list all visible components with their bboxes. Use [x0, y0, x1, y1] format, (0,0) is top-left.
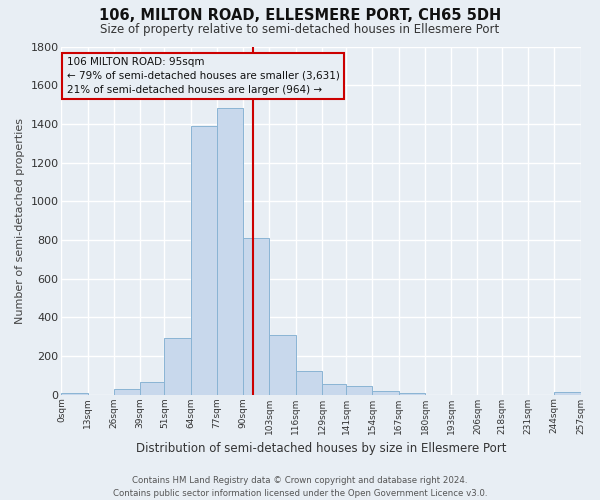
Bar	[554, 392, 581, 394]
Bar	[346, 386, 373, 394]
X-axis label: Distribution of semi-detached houses by size in Ellesmere Port: Distribution of semi-detached houses by …	[136, 442, 506, 455]
Bar	[399, 392, 425, 394]
Text: 106, MILTON ROAD, ELLESMERE PORT, CH65 5DH: 106, MILTON ROAD, ELLESMERE PORT, CH65 5…	[99, 8, 501, 22]
Bar	[322, 384, 346, 394]
Bar	[243, 238, 269, 394]
Bar	[191, 126, 217, 394]
Bar	[164, 338, 191, 394]
Y-axis label: Number of semi-detached properties: Number of semi-detached properties	[15, 118, 25, 324]
Bar	[114, 388, 140, 394]
Bar	[61, 392, 88, 394]
Text: Contains HM Land Registry data © Crown copyright and database right 2024.
Contai: Contains HM Land Registry data © Crown c…	[113, 476, 487, 498]
Bar	[269, 334, 296, 394]
Text: Size of property relative to semi-detached houses in Ellesmere Port: Size of property relative to semi-detach…	[100, 22, 500, 36]
Bar	[373, 390, 399, 394]
Text: 106 MILTON ROAD: 95sqm
← 79% of semi-detached houses are smaller (3,631)
21% of : 106 MILTON ROAD: 95sqm ← 79% of semi-det…	[67, 57, 340, 95]
Bar	[296, 372, 322, 394]
Bar	[140, 382, 164, 394]
Bar	[217, 108, 243, 395]
